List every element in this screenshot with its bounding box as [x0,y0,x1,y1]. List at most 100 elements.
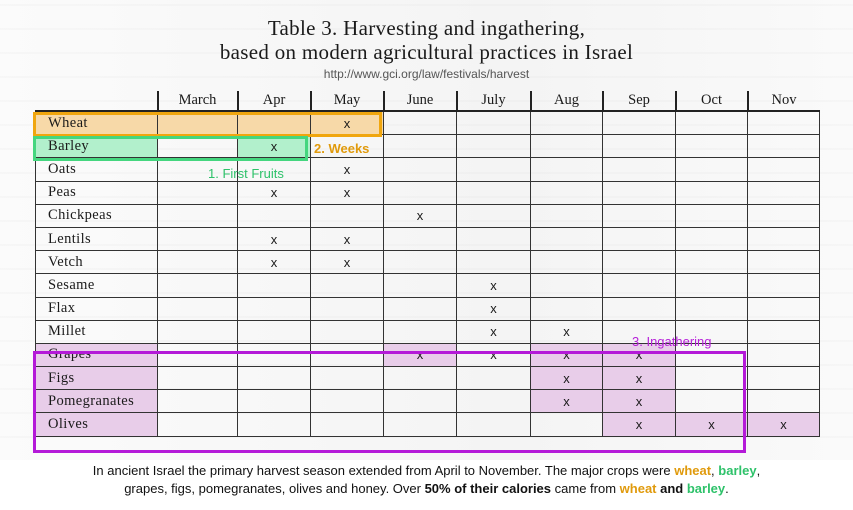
harvest-mark-cell: x [310,157,384,182]
harvest-mark-cell [157,366,238,391]
harvest-mark-cell [383,226,457,252]
harvest-mark-cell: x [237,134,311,159]
harvest-mark-cell [530,110,603,136]
harvest-mark-cell [310,342,384,368]
harvest-mark-cell [383,157,457,182]
harvest-mark-cell: x [747,412,820,437]
harvest-mark-cell [157,296,238,321]
harvest-mark-cell [675,203,748,228]
harvest-mark-cell [530,412,603,437]
harvest-mark-cell [310,203,384,228]
table-row: Sesame x [35,273,820,298]
harvest-mark-cell [157,389,238,414]
harvest-mark-cell: x [602,389,676,414]
month-header: Apr [236,91,311,112]
caption-comma: , [711,463,719,478]
harvest-mark-cell: x [530,389,603,414]
harvest-mark-cell [530,226,603,252]
crop-name-cell: Millet [35,319,158,344]
crop-name-cell: Grapes [35,342,158,368]
harvest-mark-cell: x [383,203,457,228]
table-row: Vetch x x [35,250,820,275]
harvest-mark-cell [602,203,676,228]
caption-wheat: wheat [674,463,712,478]
harvest-mark-cell [602,296,676,321]
harvest-mark-cell [157,412,238,437]
table-row: Oats x [35,157,820,182]
harvest-mark-cell [157,134,238,159]
harvest-mark-cell: x [602,342,676,368]
harvest-mark-cell [530,296,603,321]
harvest-mark-cell [237,110,311,136]
harvest-mark-cell [383,296,457,321]
harvest-mark-cell [602,250,676,275]
crop-name-cell: Sesame [35,273,158,298]
harvest-mark-cell: x [675,412,748,437]
caption-comma-2: , [756,463,761,478]
harvest-mark-cell [747,157,820,182]
harvest-mark-cell [675,226,748,252]
caption-and: and [656,481,687,496]
harvest-mark-cell [456,110,531,136]
table-row: Wheat x [35,110,820,136]
harvest-mark-cell [383,250,457,275]
month-header: Aug [529,91,603,112]
corner-cell [35,91,158,112]
harvest-mark-cell: x [237,180,311,205]
header-row: March Apr May June July Aug Sep Oct Nov [35,91,820,112]
harvest-mark-cell [530,180,603,205]
harvest-mark-cell [602,110,676,136]
harvest-mark-cell [383,180,457,205]
harvest-mark-cell: x [456,273,531,298]
harvest-mark-cell [530,157,603,182]
harvest-mark-cell [456,250,531,275]
harvest-mark-cell [530,203,603,228]
harvest-mark-cell [675,273,748,298]
harvest-mark-cell [157,157,238,182]
harvest-mark-cell [237,296,311,321]
harvest-mark-cell [675,296,748,321]
harvest-mark-cell [675,180,748,205]
first-fruits-label: 1. First Fruits [208,166,284,181]
harvest-mark-cell: x [530,342,603,368]
month-header: Oct [674,91,748,112]
harvest-mark-cell [383,389,457,414]
harvest-mark-cell [747,319,820,344]
harvest-mark-cell: x [310,180,384,205]
caption-barley-2: barley [686,481,726,496]
harvest-mark-cell [456,203,531,228]
harvest-mark-cell [157,273,238,298]
month-header: May [309,91,384,112]
harvest-mark-cell [602,180,676,205]
table-row: Barley x [35,134,820,159]
month-header: Sep [601,91,676,112]
harvest-mark-cell [157,110,238,136]
caption-barley: barley [718,463,757,478]
harvest-mark-cell [157,180,238,205]
source-url: http://www.gci.org/law/festivals/harvest [323,67,530,81]
crop-name-cell: Lentils [35,226,158,252]
harvest-mark-cell [747,110,820,136]
caption-wheat-2: wheat [619,481,657,496]
harvest-mark-cell [747,296,820,321]
harvest-mark-cell: x [602,412,676,437]
table-row: Chickpeas x [35,203,820,228]
table-row: Pomegranates x x [35,389,820,414]
harvest-mark-cell [237,203,311,228]
harvest-mark-cell: x [310,250,384,275]
harvest-mark-cell [675,157,748,182]
harvest-mark-cell [747,342,820,368]
table-row: Olives x x x [35,412,820,437]
table-row: Flax x [35,296,820,321]
harvest-mark-cell [456,389,531,414]
month-header: July [455,91,531,112]
harvest-mark-cell [747,134,820,159]
caption-text-2: grapes, figs, pomegranates, olives and h… [124,481,425,496]
harvest-mark-cell: x [383,342,457,368]
harvest-mark-cell: x [530,366,603,391]
harvest-mark-cell [456,226,531,252]
harvest-mark-cell [675,250,748,275]
harvest-mark-cell [530,250,603,275]
harvest-mark-cell [157,342,238,368]
harvest-mark-cell [530,273,603,298]
